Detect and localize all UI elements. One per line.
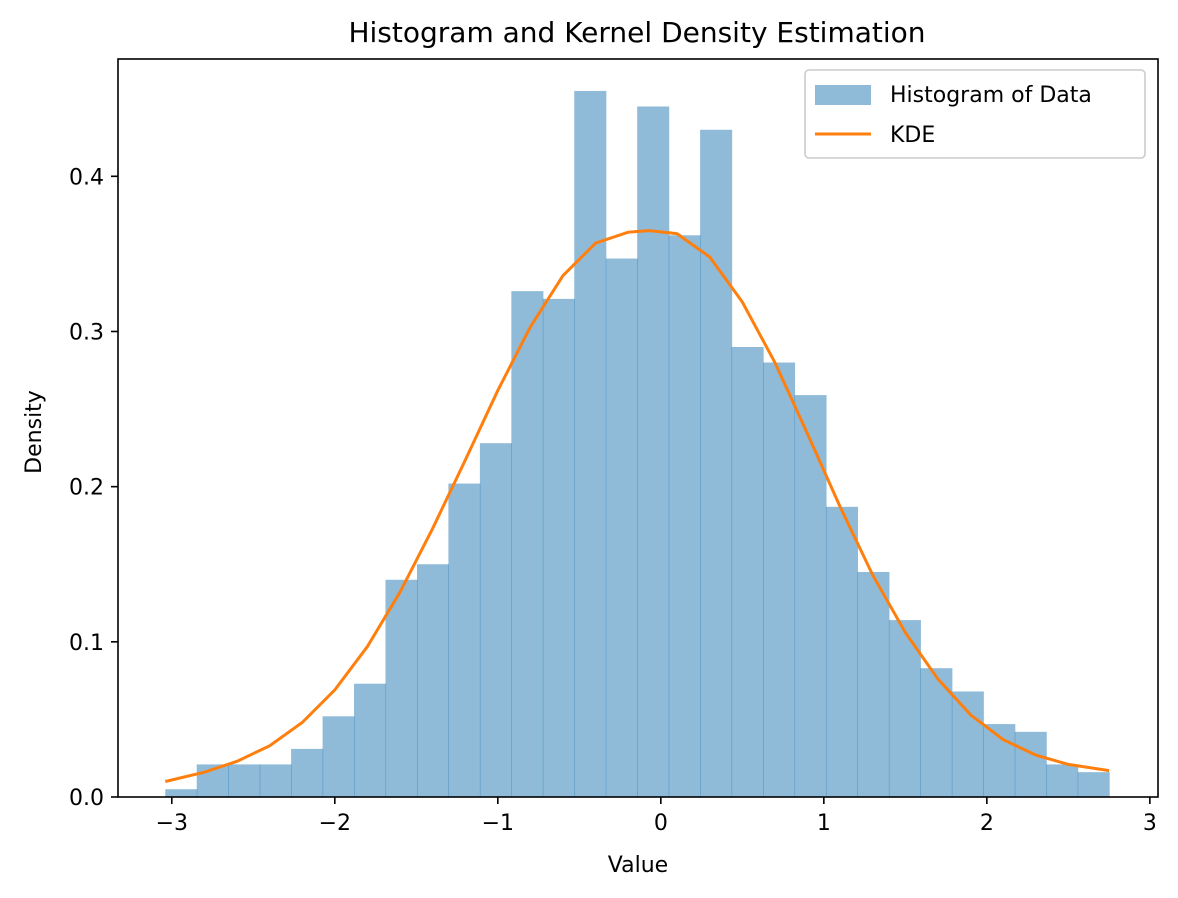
histogram-bar [825, 506, 859, 797]
histogram-bar [700, 129, 733, 798]
x-axis: −3 −2 −1 0 1 2 3 [156, 797, 1157, 836]
legend-histogram-swatch [815, 85, 871, 105]
legend-frame [804, 69, 1146, 159]
histogram-bar [574, 90, 607, 797]
x-tick-label: −3 [156, 811, 188, 836]
y-tick-label: 0.1 [69, 631, 104, 656]
histogram-bar [605, 258, 638, 797]
histogram-bar [479, 443, 512, 797]
histogram-bar [731, 347, 764, 797]
legend: Histogram of Data KDE [804, 69, 1146, 159]
x-tick-label: 0 [654, 811, 668, 836]
histogram-bar [322, 716, 355, 797]
x-tick-label: 3 [1143, 811, 1157, 836]
histogram-bar [1046, 764, 1079, 797]
histogram-bar [448, 483, 481, 797]
histogram-bar [1014, 731, 1047, 797]
histogram-bar [763, 362, 796, 797]
x-tick-label: −1 [482, 811, 514, 836]
histogram-bar [228, 764, 261, 797]
x-axis-label: Value [608, 853, 668, 878]
histogram-bar [951, 691, 984, 797]
histogram-bars [165, 90, 1110, 798]
y-axis: 0.0 0.1 0.2 0.3 0.4 [69, 165, 118, 811]
y-tick-label: 0.2 [69, 476, 104, 501]
histogram-bar [542, 298, 575, 797]
y-axis-label: Density [22, 390, 47, 474]
x-tick-label: 2 [980, 811, 994, 836]
legend-label-histogram: Histogram of Data [890, 83, 1092, 108]
histogram-bar [1077, 772, 1110, 797]
chart-title: Histogram and Kernel Density Estimation [348, 16, 925, 49]
x-tick-label: 1 [817, 811, 831, 836]
histogram-bar [259, 764, 292, 797]
legend-label-kde: KDE [890, 123, 935, 148]
y-tick-label: 0.3 [69, 320, 104, 345]
histogram-bar [385, 579, 418, 797]
histogram-bar [668, 235, 701, 797]
x-tick-label: −2 [319, 811, 351, 836]
histogram-bar [416, 564, 450, 797]
kde-line [164, 229, 1110, 783]
histogram-bar [354, 683, 387, 797]
histogram-bar [857, 572, 890, 797]
plot-frame [117, 58, 1159, 798]
y-tick-label: 0.4 [69, 165, 104, 190]
histogram-bar [511, 291, 544, 797]
y-tick-label: 0.0 [69, 786, 104, 811]
histogram-bar [291, 748, 324, 797]
histogram-bar [637, 106, 670, 797]
histogram-bar [165, 789, 198, 797]
histogram-bar [794, 395, 827, 797]
